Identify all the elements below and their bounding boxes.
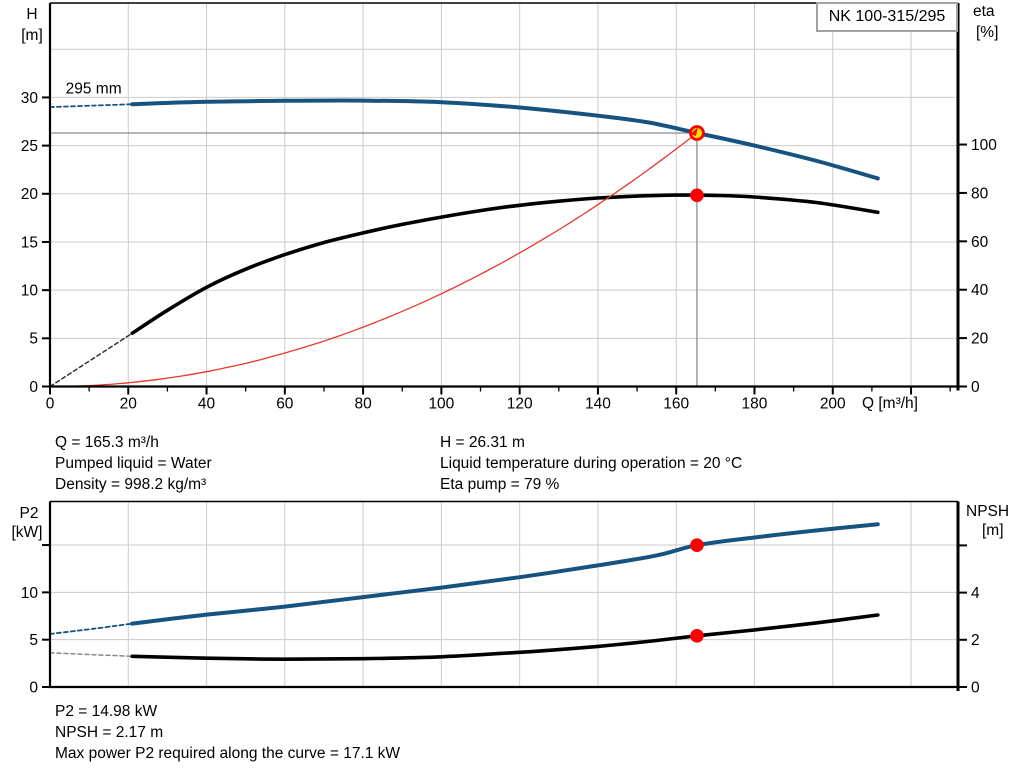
svg-text:40: 40 — [198, 396, 216, 413]
y-left-tick-labels: 0 5 10 — [21, 544, 50, 696]
duty-point-npsh — [690, 628, 704, 643]
svg-text:25: 25 — [21, 138, 38, 155]
svg-text:P2: P2 — [20, 505, 39, 522]
svg-text:15: 15 — [21, 234, 38, 251]
duty-point-head — [689, 125, 705, 141]
duty-point-p2 — [690, 538, 704, 553]
eta-curve — [130, 193, 880, 336]
axes — [48, 2, 960, 391]
svg-text:2: 2 — [971, 632, 980, 649]
svg-text:60: 60 — [971, 234, 989, 251]
svg-text:0: 0 — [46, 396, 55, 413]
svg-text:[m]: [m] — [21, 27, 43, 44]
svg-text:5: 5 — [29, 632, 38, 649]
svg-text:4: 4 — [971, 585, 980, 602]
pump-type-box: NK 100-315/295 — [816, 2, 958, 32]
svg-text:200: 200 — [820, 396, 846, 413]
axis-titles: P2 [kW] NPSH [m] — [12, 503, 1010, 541]
head-curve-dashed — [49, 103, 134, 108]
power-info: P2 = 14.98 kW NPSH = 2.17 m Max power P2… — [55, 701, 400, 764]
svg-text:180: 180 — [742, 396, 768, 413]
svg-text:30: 30 — [21, 90, 39, 107]
duty-point-eta — [690, 188, 704, 203]
svg-text:0: 0 — [29, 679, 38, 696]
svg-text:[m]: [m] — [982, 522, 1004, 539]
p2-curve-dashed — [49, 622, 134, 635]
svg-text:10: 10 — [21, 585, 39, 602]
svg-text:160: 160 — [663, 396, 689, 413]
svg-text:H: H — [26, 6, 37, 23]
info-pumped-liquid: Pumped liquid = Water — [55, 455, 212, 472]
svg-text:0: 0 — [971, 379, 980, 396]
svg-text:10: 10 — [21, 283, 39, 300]
svg-text:5: 5 — [29, 331, 38, 348]
svg-text:eta: eta — [973, 3, 995, 20]
info-density: Density = 998.2 kg/m³ — [55, 476, 207, 493]
info-max-power: Max power P2 required along the curve = … — [55, 745, 401, 762]
system-curve-arrowhead — [690, 126, 698, 136]
svg-text:0: 0 — [29, 379, 38, 396]
svg-text:0: 0 — [971, 679, 980, 696]
svg-text:20: 20 — [120, 396, 138, 413]
pump-type-label: NK 100-315/295 — [828, 8, 946, 25]
head-curve — [130, 98, 880, 181]
info-flow: Q = 165.3 m³/h — [55, 434, 159, 451]
info-eta-pump: Eta pump = 79 % — [440, 476, 560, 493]
y-right-tick-labels: 0 20 40 60 80 100 — [958, 137, 997, 396]
chart-power-npsh: 0 5 10 0 2 4 P2 [kW] NPSH [m] — [12, 500, 1010, 696]
svg-text:100: 100 — [971, 137, 997, 154]
svg-text:NPSH: NPSH — [966, 503, 1009, 520]
axis-titles: H [m] eta [%] Q [m³/h] — [21, 3, 998, 412]
info-liquid-temperature: Liquid temperature during operation = 20… — [440, 455, 743, 472]
svg-text:60: 60 — [276, 396, 294, 413]
svg-text:[kW]: [kW] — [12, 524, 43, 541]
system-curve — [49, 132, 698, 388]
info-p2: P2 = 14.98 kW — [55, 703, 158, 720]
npsh-curve-dashed — [49, 652, 133, 658]
svg-text:140: 140 — [585, 396, 611, 413]
impeller-diameter-label: 295 mm — [66, 81, 122, 98]
chart-performance: 0 20 40 60 80 100 120 140 160 180 2000510152025300… — [21, 2, 998, 413]
axes — [48, 500, 960, 691]
x-tick-labels: 0 20 40 60 80 100 120 140 160 180 200 — [46, 386, 951, 413]
svg-text:100: 100 — [428, 396, 454, 413]
svg-text:80: 80 — [971, 185, 989, 202]
y-left-tick-labels: 0 5 10 15 20 25 30 — [21, 90, 50, 396]
svg-text:40: 40 — [971, 282, 989, 299]
svg-text:120: 120 — [507, 396, 533, 413]
gridlines — [50, 501, 958, 687]
gridlines — [50, 3, 958, 387]
duty-info-right: H = 26.31 m Liquid temperature during op… — [440, 432, 742, 495]
svg-text:Q [m³/h]: Q [m³/h] — [862, 395, 918, 412]
svg-text:80: 80 — [354, 396, 372, 413]
svg-text:20: 20 — [971, 331, 989, 348]
eta-curve-dashed — [49, 332, 133, 388]
info-npsh: NPSH = 2.17 m — [55, 724, 164, 741]
p2-curve — [130, 522, 880, 626]
npsh-curve — [130, 613, 880, 661]
y-right-tick-labels: 0 2 4 — [958, 544, 980, 696]
duty-guides — [50, 132, 698, 387]
svg-text:20: 20 — [21, 186, 39, 203]
info-head: H = 26.31 m — [440, 434, 525, 451]
svg-text:[%]: [%] — [976, 24, 998, 41]
duty-info-left: Q = 165.3 m³/h Pumped liquid = Water Den… — [55, 432, 212, 495]
